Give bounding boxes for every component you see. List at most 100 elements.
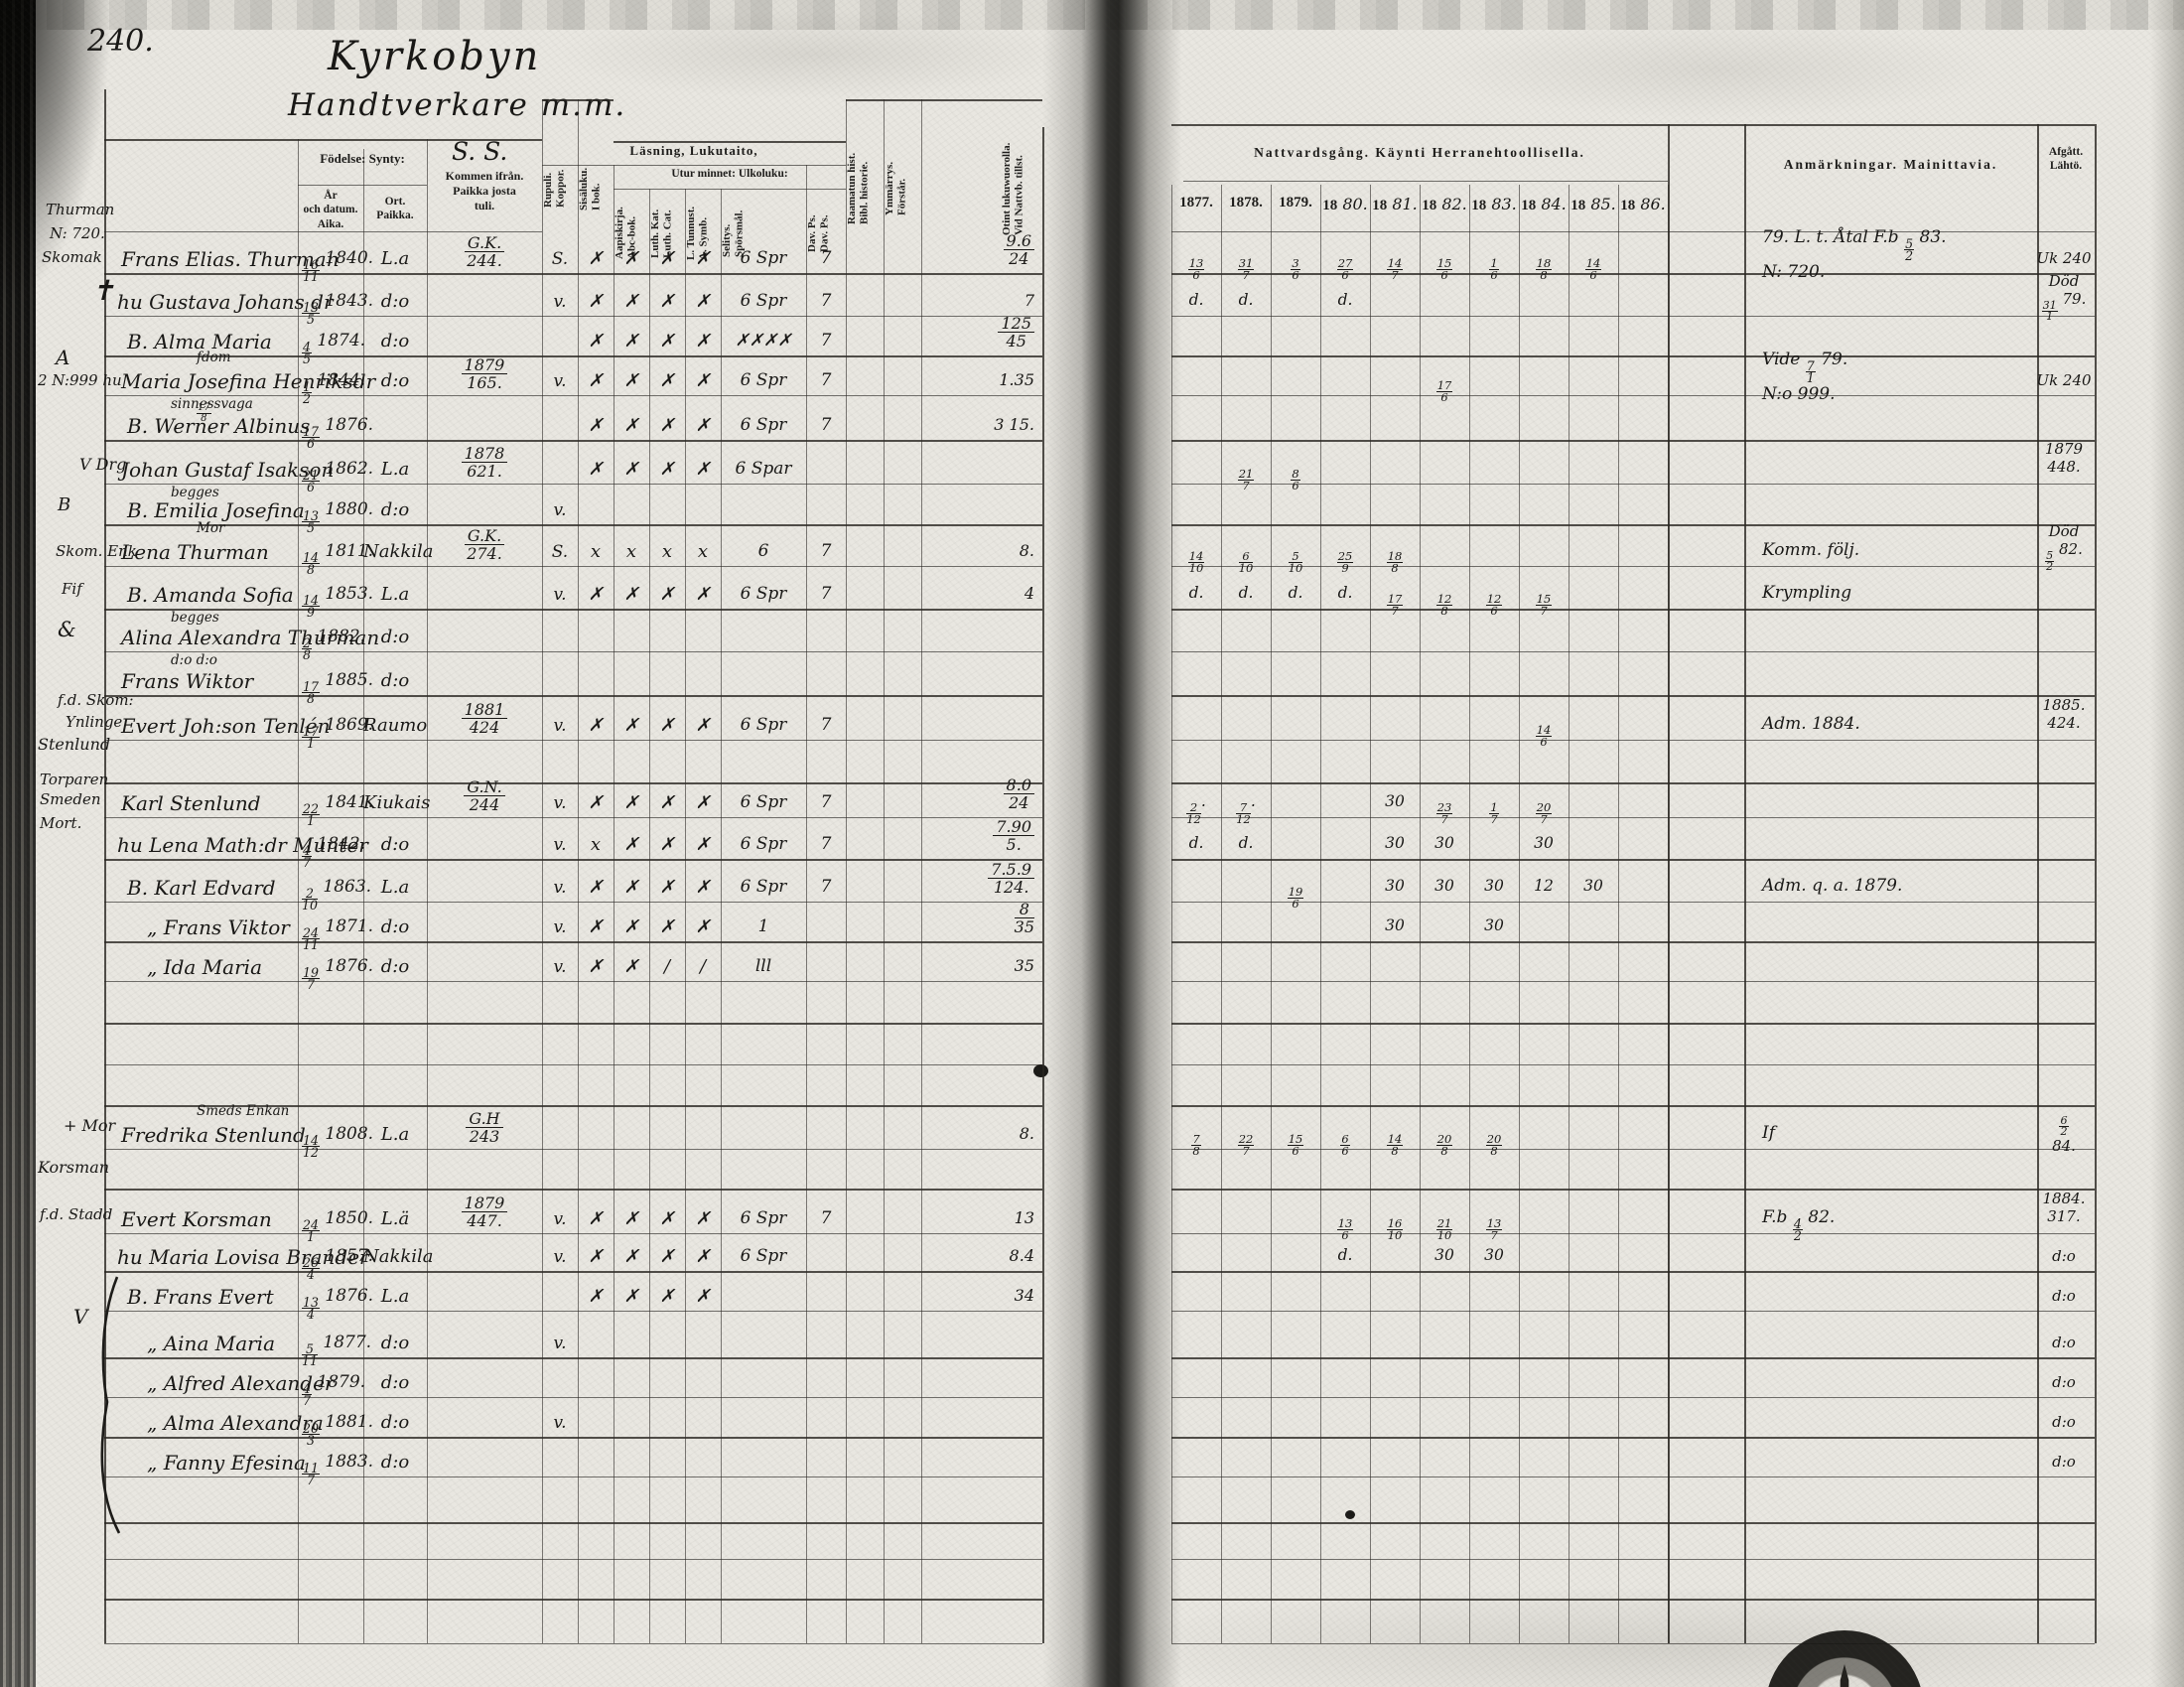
rule-line	[1171, 1397, 2095, 1398]
psalm-mark: 7	[820, 715, 832, 735]
communion-date: d.	[1337, 584, 1353, 602]
rule-line	[1171, 1437, 2095, 1439]
reading-mark: x	[661, 541, 673, 562]
reading-mark: ✗	[623, 1286, 639, 1307]
rule-line	[614, 141, 846, 143]
rule-line	[104, 941, 1042, 943]
rule-line	[1271, 185, 1272, 1643]
communion-date: 25 9	[1336, 549, 1354, 575]
communion-date: 22 7	[1237, 1132, 1255, 1158]
person-name: B. Karl Edvard	[127, 876, 276, 900]
nattvard-tillst-cell: 8.	[1019, 541, 1034, 560]
rule-line	[104, 484, 1042, 485]
reading-mark: ✗	[588, 1246, 604, 1267]
name-note-below: begges	[171, 610, 219, 626]
communion-date: 2 12.	[1186, 792, 1206, 826]
margin-note: B	[58, 494, 71, 515]
departed-cell: d:o	[2052, 1247, 2076, 1265]
vaccination-mark: v.	[553, 585, 567, 605]
rule-line	[104, 1233, 1042, 1234]
departed-cell: d:o	[2052, 1373, 2076, 1391]
rule-line	[427, 139, 428, 1643]
rule-line	[104, 1522, 1042, 1524]
communion-date: 27 6	[1336, 256, 1354, 282]
reading-mark: ✗	[588, 1286, 604, 1307]
person-name: „ Aina Maria	[147, 1332, 276, 1355]
birth-date-cell: 17 6 1876.	[302, 415, 374, 452]
vaccination-mark: v.	[553, 716, 567, 736]
person-name: „ Alfred Alexander	[147, 1371, 335, 1395]
psalm-mark: 7	[820, 877, 832, 897]
communion-date: 14 10	[1187, 549, 1205, 575]
communion-date: 23 7	[1435, 800, 1453, 826]
origin-place-cell: L.a	[380, 877, 410, 898]
sporsmal-mark: 6 Spr	[740, 1208, 787, 1228]
reading-mark: /	[663, 956, 671, 977]
reading-mark: ✗	[588, 291, 604, 312]
person-name: Johan Gustaf Isakson	[121, 458, 335, 482]
birth-date-cell: 22 1 1841.	[302, 792, 374, 829]
reading-mark: ✗	[695, 370, 711, 391]
margin-note: Mort.	[40, 814, 82, 832]
margin-note: Fif	[62, 580, 82, 598]
header-ar-datum: År och datum. Aika.	[303, 190, 358, 230]
communion-date: 6 10	[1238, 549, 1254, 575]
rule-line	[1171, 1643, 2095, 1644]
birth-date-cell: 16 11 1840.	[302, 248, 374, 285]
rule-line	[1171, 124, 2095, 126]
reading-mark: ✗	[623, 792, 639, 813]
communion-date: d.	[1188, 584, 1204, 602]
rule-line	[1320, 185, 1321, 1643]
communion-date: 14 7	[1386, 256, 1404, 282]
rule-line	[1171, 981, 2095, 982]
rule-line	[104, 1559, 1042, 1560]
communion-date: 16 10	[1386, 1216, 1404, 1242]
rule-line	[1370, 185, 1371, 1643]
rule-line	[1171, 231, 2095, 232]
person-name: „ Frans Viktor	[147, 915, 290, 939]
birth-date-cell: 21 6 1862.	[302, 459, 374, 495]
scan-shadow-corner	[0, 0, 109, 298]
sporsmal-mark: 1	[757, 916, 769, 936]
communion-date: d.	[1188, 291, 1204, 309]
header-fodelse: Födelse: Synty:	[320, 151, 405, 166]
margin-note: Smeden	[40, 790, 101, 808]
origin-place-cell: d:o	[380, 331, 410, 351]
margin-note: N: 720.	[50, 224, 105, 242]
rule-line	[921, 99, 922, 1643]
margin-note: Thurman	[46, 201, 115, 218]
rule-line	[542, 165, 846, 166]
reading-mark: ✗	[588, 877, 604, 898]
communion-date: 13 7	[1485, 1216, 1503, 1242]
communion-date: 18 8	[1535, 256, 1553, 282]
communion-date: d.	[1337, 1246, 1353, 1264]
rule-line	[104, 1599, 1042, 1601]
rule-line	[649, 189, 650, 1643]
communion-date: 17 6	[1435, 378, 1453, 404]
communion-date: 17 7	[1386, 592, 1404, 618]
rule-line	[104, 1064, 1042, 1065]
birth-date-cell: 24 1 1850.	[302, 1208, 374, 1245]
communion-date: d.	[1337, 291, 1353, 309]
origin-place-cell: d:o	[380, 834, 410, 855]
margin-note: Torparen	[40, 771, 109, 788]
rule-line	[1042, 127, 1044, 1643]
rule-line	[104, 1437, 1042, 1439]
remark-note: Krympling	[1762, 583, 1852, 603]
came-from-cell: 1881 424	[427, 700, 542, 737]
nattvard-tillst-cell: 7.5.9 124.	[921, 860, 1034, 897]
rule-line	[1171, 395, 2095, 396]
column-header-bibl: Bibl. historie. Raamatun hist.	[846, 152, 871, 225]
margin-note: V	[73, 1305, 88, 1329]
year-header: 18 81.	[1372, 195, 1418, 213]
vaccination-mark: v.	[553, 917, 567, 937]
sporsmal-mark: ✗✗✗✗	[735, 331, 792, 351]
birth-date-cell: 26 4 1857.	[302, 1246, 374, 1283]
person-name: B. Amanda Sofia	[127, 583, 294, 607]
year-header: 18 83.	[1471, 195, 1517, 213]
rule-line	[104, 1271, 1042, 1273]
reading-mark: ✗	[659, 459, 675, 480]
